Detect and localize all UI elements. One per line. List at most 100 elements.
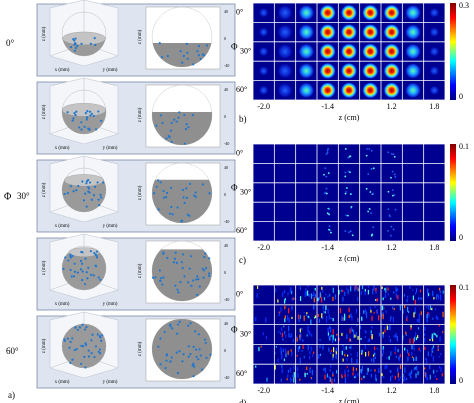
- sensor: [92, 194, 96, 197]
- sensor: [204, 267, 208, 270]
- speckle: [414, 366, 416, 370]
- speckle: [329, 325, 331, 330]
- speckle: [385, 310, 387, 313]
- row-label: 60°: [6, 346, 19, 356]
- sensor: [84, 111, 87, 115]
- sensor: [157, 179, 160, 182]
- speckle: [299, 333, 302, 338]
- tick-label: 40: [224, 321, 228, 326]
- sensor: [196, 50, 199, 53]
- speckle: [312, 351, 315, 355]
- speckle: [435, 315, 437, 320]
- speckle: [349, 346, 351, 349]
- speckle: [431, 307, 433, 311]
- speckle: [283, 290, 286, 294]
- speckle: [354, 286, 356, 292]
- speckle: [341, 374, 343, 377]
- spot: [362, 62, 379, 79]
- speckle: [279, 311, 281, 314]
- row-label: 30°: [240, 46, 251, 55]
- sensor: [74, 37, 77, 40]
- axis-label: z (mm): [42, 338, 47, 353]
- sensor: [188, 182, 192, 185]
- x-axis-label: z (cm): [339, 113, 360, 122]
- sensor: [200, 368, 204, 371]
- speckle: [365, 311, 367, 316]
- sensor: [192, 279, 195, 282]
- sensor: [208, 192, 211, 195]
- sensor: [197, 333, 200, 336]
- speckle: [322, 304, 324, 310]
- sensor: [85, 205, 88, 208]
- sensor: [166, 257, 169, 260]
- speckle: [392, 153, 395, 156]
- sensor: [88, 181, 92, 184]
- speckle: [365, 154, 368, 157]
- speckle: [311, 294, 314, 297]
- sensor: [74, 113, 77, 117]
- speckle: [326, 149, 329, 152]
- speckle: [398, 356, 400, 360]
- speckle: [368, 351, 370, 357]
- speckle: [298, 319, 300, 323]
- speckle: [348, 231, 351, 234]
- speckle: [373, 285, 375, 291]
- x-tick-label: -1.4: [321, 386, 334, 395]
- speckle: [283, 299, 286, 304]
- speckle: [364, 288, 366, 292]
- sensor: [82, 345, 85, 348]
- speckle: [322, 316, 324, 320]
- speckle: [345, 191, 347, 193]
- sensor: [69, 268, 72, 272]
- colorbar: [450, 3, 456, 100]
- speckle: [288, 317, 290, 323]
- speckle: [403, 294, 405, 297]
- speckle: [415, 337, 418, 341]
- speckle: [392, 306, 394, 310]
- x-tick-label: -2.0: [257, 102, 270, 111]
- speckle: [291, 374, 293, 378]
- speckle: [417, 371, 419, 376]
- sensor: [85, 182, 88, 185]
- speckle: [323, 192, 326, 195]
- sensor: [90, 198, 93, 201]
- x-axis-label: z (cm): [339, 254, 360, 263]
- sensor: [87, 187, 91, 190]
- sensor: [197, 54, 201, 57]
- speckle: [347, 170, 350, 173]
- speckle: [303, 315, 305, 321]
- speckle: [345, 214, 348, 217]
- row-label: 0°: [6, 38, 15, 48]
- sensor: [178, 111, 181, 114]
- sensor: [204, 341, 207, 345]
- row-label: 0°: [236, 290, 243, 299]
- speckle: [431, 348, 433, 351]
- sphere-fill: [152, 179, 212, 223]
- speckle: [310, 346, 312, 349]
- axis-label: y (mm): [103, 68, 118, 73]
- sensor: [205, 44, 209, 47]
- speckle: [385, 287, 387, 293]
- speckle: [357, 286, 359, 291]
- row-label: 60°: [236, 226, 247, 235]
- sensor: [94, 43, 97, 47]
- sensor: [78, 126, 81, 129]
- speckle: [384, 365, 386, 370]
- spot: [298, 43, 315, 60]
- speckle: [310, 377, 312, 379]
- speckle: [370, 309, 372, 313]
- speckle: [429, 374, 431, 380]
- speckle: [381, 305, 383, 311]
- sensor: [197, 44, 200, 48]
- sensor: [187, 324, 190, 327]
- sensor: [188, 267, 191, 270]
- speckle: [326, 316, 328, 318]
- speckle: [303, 311, 305, 314]
- speckle: [395, 333, 397, 339]
- sensor: [157, 208, 160, 211]
- speckle: [426, 358, 428, 364]
- speckle: [387, 292, 389, 296]
- speckle: [255, 365, 257, 368]
- sensor: [99, 336, 102, 339]
- speckle: [313, 291, 315, 297]
